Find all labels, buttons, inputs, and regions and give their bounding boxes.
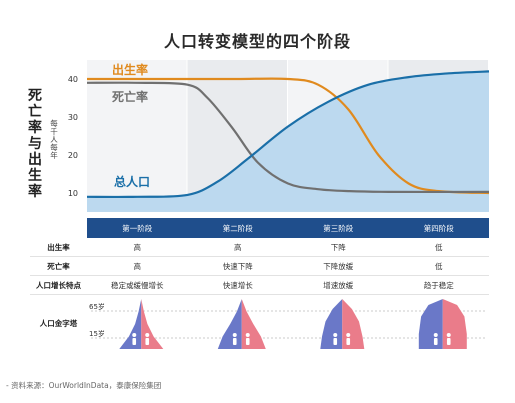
stage-header-4: 第四阶段 [388,218,489,238]
table-cell: 高 [187,238,288,257]
table-cell: 高 [87,238,188,257]
stage-header-row: 第一阶段 第二阶段 第三阶段 第四阶段 [30,218,489,238]
stage-header-1: 第一阶段 [87,218,188,238]
person-icon [346,338,351,345]
person-icon [132,333,137,337]
table-cell: 快速增长 [187,275,288,295]
series-line-death-rate [86,81,490,194]
pyramid-cell: 65岁 15岁 [87,295,489,353]
table-cell: 趋于稳定 [388,275,489,295]
y-tick-label: 40 [68,75,78,84]
series-label-birth-rate: 出生率 [112,62,148,77]
pyramid-female-3 [342,299,365,349]
series-label-population: 总人口 [114,174,150,189]
source-note: - 资料来源：OurWorldInData，泰康保险集团 [6,381,162,390]
stage-header-3: 第三阶段 [288,218,389,238]
person-icon [333,338,338,345]
person-icon [433,338,438,345]
population-pyramids: 65岁 15岁 [89,299,485,349]
table-cell: 低 [388,238,489,257]
table-row-birth-rate: 出生率 高 高 下降 低 [30,238,489,257]
chart-area: 10 20 30 40 出生率 死亡率 总人口 [68,60,490,213]
person-icon [333,333,338,337]
person-icon [446,333,451,337]
age-label-15: 15岁 [89,329,105,338]
stage-header-2: 第二阶段 [187,218,288,238]
pyramid-female-1 [141,299,164,349]
person-icon [145,333,150,337]
y-axis-label: 死亡率与出生率 [28,88,42,200]
pyramid-male-3 [320,299,343,349]
pyramid-female-4 [442,299,467,349]
y-tick-label: 10 [68,189,78,198]
y-axis-unit: 每千人每年 [50,119,58,160]
person-icon [245,338,250,345]
y-tick-label: 20 [68,151,78,160]
table-cell: 高 [87,256,188,276]
series-line-birth-rate [86,77,490,195]
pyramid-male-2 [217,299,242,349]
person-icon [346,333,351,337]
table-cell: 低 [388,256,489,276]
series-line-population [86,70,490,199]
age-label-65: 65岁 [89,302,105,311]
y-tick-labels: 10 20 30 40 [68,75,78,198]
row-label: 人口增长特点 [30,275,87,295]
row-label: 人口金字塔 [39,319,78,328]
table-cell: 稳定或缓慢增长 [87,275,188,295]
chart-title: 人口转变模型的四个阶段 [163,32,351,51]
row-label: 死亡率 [30,256,87,276]
table-corner [30,218,87,238]
table-cell: 快速下降 [187,256,288,276]
table-row-pyramid: 人口金字塔 65岁 15岁 [30,295,489,353]
row-label: 出生率 [30,238,87,257]
pyramid-male-1 [119,299,142,349]
stage-table: 第一阶段 第二阶段 第三阶段 第四阶段 出生率 高 高 下降 低 死亡率 高 快… [30,218,489,352]
person-icon [433,333,438,337]
person-icon [245,333,250,337]
person-icon [232,338,237,345]
person-icon [132,338,137,345]
series-label-death-rate: 死亡率 [112,89,148,104]
table-cell: 下降 [288,238,389,257]
pyramid-male-4 [418,299,443,349]
stage-band-1 [87,60,187,212]
table-row-death-rate: 死亡率 高 快速下降 下降放缓 低 [30,256,489,276]
person-icon [446,338,451,345]
table-cell: 下降放缓 [288,256,389,276]
population-area [87,71,489,213]
y-tick-label: 30 [68,113,78,122]
person-icon [232,333,237,337]
person-icon [145,338,150,345]
table-row-growth: 人口增长特点 稳定或缓慢增长 快速增长 增速放缓 趋于稳定 [30,275,489,295]
table-cell: 增速放缓 [288,275,389,295]
pyramid-female-2 [241,299,266,349]
